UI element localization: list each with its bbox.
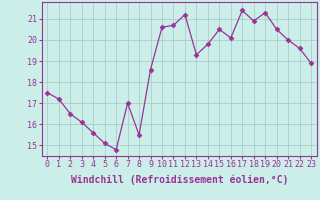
X-axis label: Windchill (Refroidissement éolien,°C): Windchill (Refroidissement éolien,°C) (70, 175, 288, 185)
